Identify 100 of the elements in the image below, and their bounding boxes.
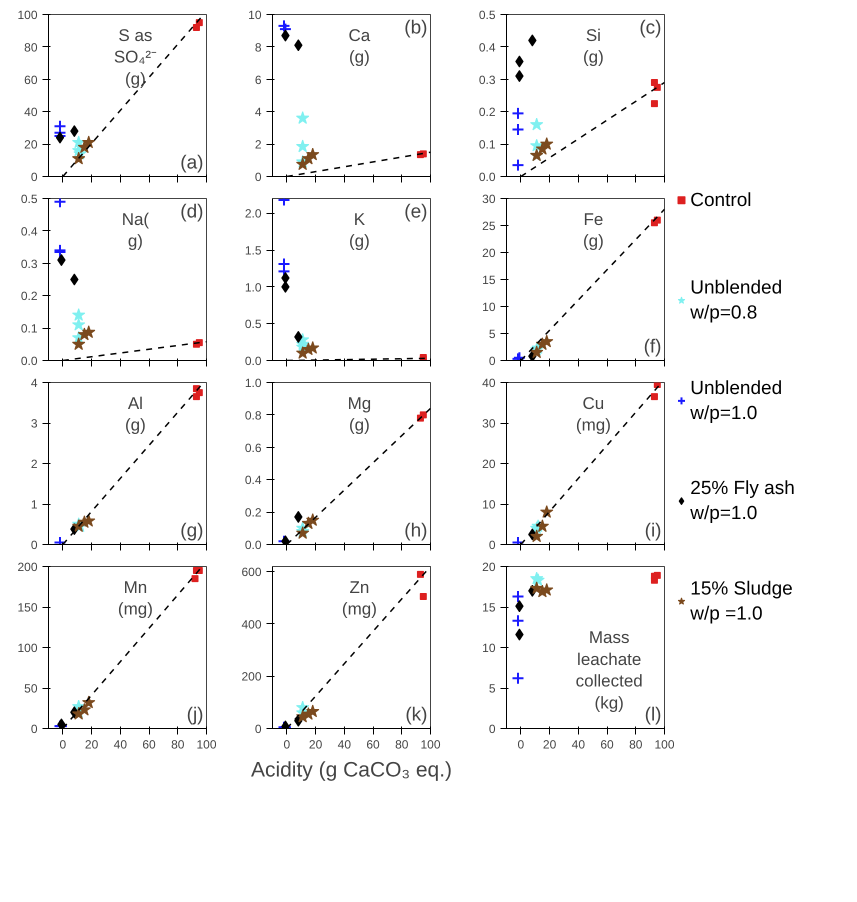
y-tick-label: 0.5 [244, 317, 262, 332]
text: Mg (g) [348, 394, 372, 435]
y-tick-label: 2 [254, 138, 262, 152]
y-tick-label: 200 [17, 560, 38, 574]
y-tick-label: 40 [24, 105, 38, 120]
annotation: (f) [644, 336, 662, 358]
legend-label: 15% Sludge w/p =1.0 [689, 578, 793, 625]
y-tick-label: 0 [254, 722, 262, 736]
y-tick-label: 10 [248, 8, 262, 22]
y-tick-label: 0.5 [20, 192, 38, 206]
y-tick-label: 50 [24, 682, 38, 696]
y-tick-label: 0 [254, 170, 262, 184]
annotation: (k) [405, 704, 428, 726]
annotation: (l) [644, 704, 662, 726]
annotation: (i) [644, 520, 662, 542]
x-tick-label: 80 [171, 738, 185, 752]
legend-label: Control [690, 190, 752, 211]
y-tick-label: 30 [482, 416, 496, 430]
annotation: (j) [186, 704, 204, 726]
y-tick-label: 0 [30, 170, 38, 184]
y-tick-label: 20 [482, 560, 496, 574]
text: Na( g) [122, 210, 150, 251]
y-tick-label: 150 [17, 600, 38, 614]
y-tick-label: 80 [24, 40, 38, 54]
text: Mn (mg) [118, 578, 153, 619]
x-tick-label: 100 [654, 738, 675, 752]
text: Ca (g) [348, 26, 371, 67]
y-tick-label: 0 [30, 538, 38, 552]
text: Si (g) [583, 26, 604, 67]
y-tick-label: 0 [488, 354, 496, 368]
y-tick-label: 0.2 [244, 506, 262, 520]
annotation: (c) [639, 18, 662, 38]
y-tick-label: 1.0 [244, 376, 262, 390]
annotation: (e) [404, 202, 428, 222]
annotation: (a) [180, 152, 204, 174]
y-tick-label: 20 [24, 138, 38, 152]
legend-label: Unblended w/p=1.0 [689, 378, 782, 424]
y-tick-label: 0.2 [478, 105, 496, 120]
y-tick-label: 600 [241, 565, 262, 580]
y-tick-label: 4 [254, 105, 262, 120]
y-tick-label: 3 [30, 416, 38, 430]
annotation: (b) [404, 18, 428, 38]
text: S as SO₄²⁻ (g) [114, 26, 157, 89]
y-tick-label: 1 [30, 498, 38, 512]
y-tick-label: 10 [482, 300, 496, 314]
text: Fe (g) [583, 210, 604, 251]
y-tick-label: 0.0 [20, 354, 38, 368]
x-tick-label: 20 [308, 738, 323, 752]
x-tick-label: 60 [600, 738, 614, 752]
annotation: (d) [180, 202, 204, 222]
y-tick-label: 2.0 [244, 206, 262, 221]
y-tick-label: 10 [482, 498, 496, 512]
y-tick-label: 0 [488, 722, 496, 736]
y-tick-label: 15 [482, 273, 496, 287]
legend-label: Unblended w/p=0.8 [689, 277, 782, 324]
annotation: (g) [180, 520, 204, 542]
y-tick-label: 2 [30, 457, 38, 471]
y-tick-label: 0 [488, 538, 496, 552]
y-tick-label: 0.0 [478, 170, 496, 184]
x-tick-label: 60 [366, 738, 380, 752]
text: Cu (mg) [576, 394, 611, 435]
x-tick-label: 80 [395, 738, 409, 752]
y-tick-label: 0.0 [244, 538, 262, 552]
y-tick-label: 0.4 [20, 224, 38, 238]
y-tick-label: 5 [488, 327, 496, 341]
x-tick-label: 0 [518, 738, 525, 752]
y-tick-label: 0 [30, 722, 38, 736]
y-tick-label: 0.0 [244, 354, 262, 368]
x-axis-title: Acidity (g CaCO₃ eq.) [250, 758, 452, 782]
y-tick-label: 0.4 [244, 473, 262, 488]
x-tick-label: 40 [338, 738, 352, 752]
y-tick-label: 0.3 [20, 256, 38, 271]
y-tick-label: 8 [254, 40, 262, 54]
y-tick-label: 6 [254, 72, 262, 87]
y-tick-label: 0.8 [244, 408, 262, 422]
y-tick-label: 0.2 [20, 289, 38, 304]
y-tick-label: 100 [17, 8, 38, 22]
y-tick-label: 25 [482, 219, 496, 233]
y-tick-label: 10 [482, 641, 496, 655]
x-tick-label: 40 [114, 738, 128, 752]
text: Mass leachate collected (kg) [576, 628, 643, 713]
y-tick-label: 30 [482, 192, 496, 206]
text: K (g) [349, 210, 370, 251]
y-tick-label: 0.1 [478, 138, 496, 152]
y-tick-label: 15 [482, 600, 496, 614]
y-tick-label: 0.5 [478, 8, 496, 22]
y-tick-label: 60 [24, 72, 38, 87]
text: Zn (mg) [342, 578, 377, 619]
y-tick-label: 100 [17, 641, 38, 655]
x-tick-label: 20 [542, 738, 557, 752]
y-tick-label: 40 [482, 376, 496, 390]
y-tick-label: 1.5 [244, 244, 262, 258]
x-tick-label: 60 [142, 738, 156, 752]
annotation: (h) [404, 520, 428, 542]
x-tick-label: 100 [196, 738, 217, 752]
y-tick-label: 0.1 [20, 322, 38, 336]
y-tick-label: 20 [482, 457, 496, 471]
x-tick-label: 100 [420, 738, 441, 752]
x-tick-label: 0 [284, 738, 291, 752]
x-tick-label: 20 [84, 738, 99, 752]
